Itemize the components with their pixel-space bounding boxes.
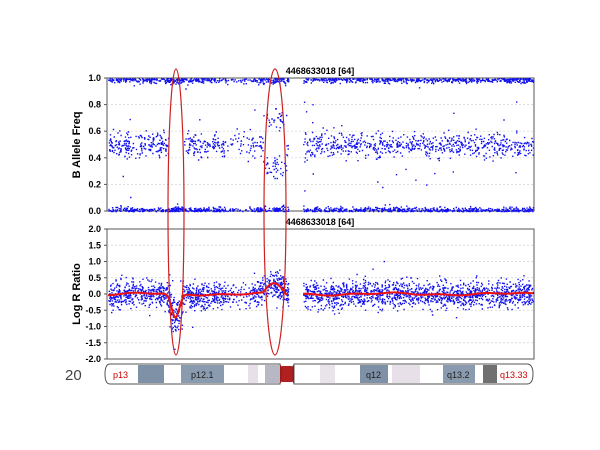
lrr-smoothed-line: [108, 282, 534, 319]
lrr-points: [108, 260, 535, 350]
baf-tick-label: 1.0: [88, 73, 101, 83]
band-label-q13.2: q13.2: [447, 370, 470, 380]
band-label-q12: q12: [366, 370, 381, 380]
lrr-ticks: 2.0 1.5 1.0 0.5 0.0 -0.5 -1.0 -1.5 -2.0: [85, 224, 107, 364]
baf-ylabel: B Allele Freq: [71, 112, 83, 179]
gain-highlight-ellipse: [263, 68, 287, 356]
lrr-tick-label: 1.0: [88, 257, 101, 267]
band-q12: [360, 365, 388, 383]
band-q13.31: [483, 365, 497, 383]
lrr-tick-label: -2.0: [85, 354, 101, 364]
band-p12.3: [138, 365, 164, 383]
band-label-q13.33: q13.33: [500, 370, 528, 380]
band-p11.21: [265, 365, 280, 383]
baf-tick-label: 0.8: [88, 100, 101, 110]
lrr-panel: 2.0 1.5 1.0 0.5 0.0 -0.5 -1.0 -1.5 -2.0 44686330…: [71, 217, 535, 364]
lrr-tick-label: 2.0: [88, 224, 101, 234]
baf-grid: [107, 104, 534, 185]
band-q13.2: [443, 365, 475, 383]
lrr-ylabel: Log R Ratio: [71, 263, 83, 325]
band-q13.12: [392, 365, 420, 383]
band-p11.23: [248, 365, 258, 383]
band-label-p12.1: p12.1: [191, 370, 214, 380]
lrr-tick-label: 1.5: [88, 240, 101, 250]
centromere-core: [282, 366, 292, 382]
baf-tick-label: 0.4: [88, 153, 101, 163]
baf-tick-label: 0.2: [88, 179, 101, 189]
lrr-title: 4468633018 [64]: [286, 217, 355, 227]
baf-tick-label: 0.0: [88, 206, 101, 216]
baf-title: 4468633018 [64]: [286, 66, 355, 76]
band-q11.22: [320, 365, 335, 383]
lrr-tick-label: 0.5: [88, 273, 101, 283]
lrr-scatter-points: [108, 260, 535, 350]
baf-ticks: 0.0 0.2 0.4 0.6 0.8 1.0: [88, 73, 107, 216]
ideogram: 20 p13 p12.1 q12 q13.2 q13.33: [65, 363, 534, 385]
baf-points: [108, 78, 535, 213]
lrr-tick-label: 0.0: [88, 289, 101, 299]
baf-tick-label: 0.6: [88, 126, 101, 136]
lrr-tick-label: -1.0: [85, 322, 101, 332]
lrr-tick-label: -1.5: [85, 338, 101, 348]
deletion-highlight-ellipse: [167, 68, 185, 356]
baf-scatter-points: [108, 78, 535, 213]
band-label-p13: p13: [113, 370, 128, 380]
band-p12.1: [181, 365, 224, 383]
lrr-tick-label: -0.5: [85, 305, 101, 315]
baf-panel: 0.0 0.2 0.4 0.6 0.8 1.0 4468633018 [64] B All…: [71, 66, 535, 216]
chromosome-number: 20: [65, 367, 82, 384]
